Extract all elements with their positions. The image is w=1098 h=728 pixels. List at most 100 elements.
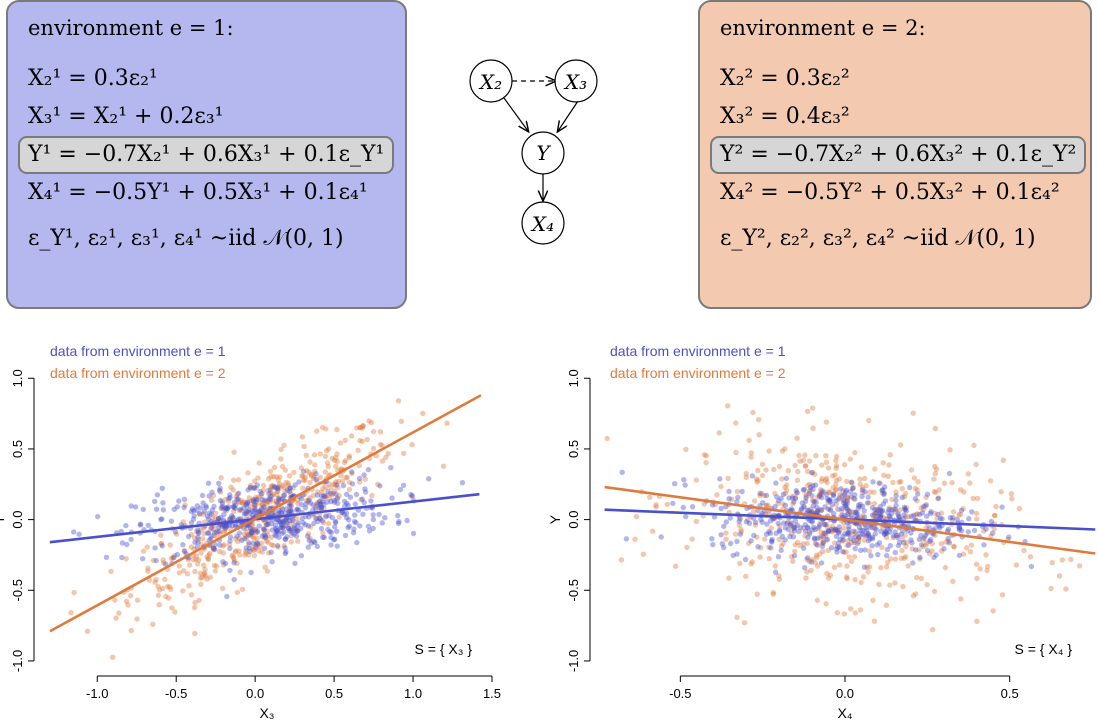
data-point-env1 xyxy=(227,516,234,522)
data-point-env2 xyxy=(755,467,761,474)
data-point-env1 xyxy=(333,518,339,525)
data-point-env2 xyxy=(278,456,284,462)
data-point-env2 xyxy=(949,480,955,486)
data-point-env2 xyxy=(883,564,890,570)
data-point-env1 xyxy=(958,528,965,534)
data-point-env2 xyxy=(237,535,243,541)
data-point-env1 xyxy=(875,551,881,558)
data-point-env1 xyxy=(243,545,250,551)
data-point-env1 xyxy=(806,490,812,497)
data-point-env1 xyxy=(847,535,854,541)
data-point-env2 xyxy=(366,418,372,424)
data-point-env1 xyxy=(966,516,972,522)
data-point-env2 xyxy=(810,425,816,431)
data-point-env2 xyxy=(220,585,226,591)
data-point-env2 xyxy=(992,512,998,519)
data-point-env1 xyxy=(856,524,862,531)
data-point-env2 xyxy=(262,499,268,506)
data-point-env1 xyxy=(843,505,849,511)
data-point-env2 xyxy=(249,522,256,529)
data-point-env1 xyxy=(285,525,292,531)
data-point-env1 xyxy=(224,593,230,600)
data-point-env1 xyxy=(926,525,932,531)
data-point-env1 xyxy=(822,530,828,536)
data-point-env2 xyxy=(913,591,919,597)
data-point-env1 xyxy=(277,525,284,531)
data-point-env2 xyxy=(174,531,180,537)
data-point-env1 xyxy=(334,528,340,534)
data-point-env1 xyxy=(252,506,258,512)
data-point-env2 xyxy=(251,504,258,511)
data-point-env1 xyxy=(919,510,926,516)
data-point-env2 xyxy=(162,576,168,582)
data-point-env1 xyxy=(836,496,842,502)
data-point-env2 xyxy=(797,542,803,549)
data-point-env2 xyxy=(820,548,826,554)
data-point-env2 xyxy=(840,538,846,544)
data-point-env2 xyxy=(235,538,241,545)
data-point-env1 xyxy=(709,536,715,542)
data-point-env2 xyxy=(977,566,983,572)
data-point-env1 xyxy=(195,539,201,545)
data-point-env1 xyxy=(927,510,934,517)
data-point-env2 xyxy=(916,547,922,553)
data-point-env2 xyxy=(768,525,774,531)
data-point-env1 xyxy=(95,513,101,520)
data-point-env1 xyxy=(882,529,888,535)
data-point-env1 xyxy=(325,488,331,495)
data-point-env1 xyxy=(137,521,144,527)
data-point-env2 xyxy=(857,476,863,482)
x-tick-label: -0.5 xyxy=(165,686,187,701)
data-point-env1 xyxy=(250,512,256,518)
data-point-env2 xyxy=(738,529,744,535)
data-point-env1 xyxy=(935,495,942,501)
data-point-env2 xyxy=(264,522,270,528)
data-point-env2 xyxy=(860,574,867,580)
data-point-env1 xyxy=(281,492,288,498)
data-point-env1 xyxy=(365,523,372,530)
data-point-env2 xyxy=(809,497,816,504)
data-point-env1 xyxy=(271,484,277,490)
data-point-env2 xyxy=(219,498,225,504)
data-point-env1 xyxy=(256,523,262,529)
data-point-env2 xyxy=(807,481,813,488)
data-point-env2 xyxy=(185,556,191,563)
data-point-env1 xyxy=(356,475,363,482)
data-point-env1 xyxy=(1028,563,1035,570)
data-point-env2 xyxy=(331,481,337,487)
data-point-env1 xyxy=(791,525,797,531)
data-point-env1 xyxy=(191,507,197,514)
data-point-env1 xyxy=(245,487,251,493)
data-point-env1 xyxy=(216,528,223,535)
data-point-env2 xyxy=(821,489,827,495)
data-point-env2 xyxy=(830,473,836,479)
data-point-env2 xyxy=(945,538,952,544)
data-point-env2 xyxy=(933,489,939,496)
data-point-env1 xyxy=(195,534,201,541)
data-point-env1 xyxy=(334,495,341,501)
data-point-env1 xyxy=(848,494,854,500)
data-point-env1 xyxy=(204,513,211,519)
data-point-env1 xyxy=(345,524,351,531)
data-point-env2 xyxy=(312,468,318,474)
data-point-env1 xyxy=(881,491,887,497)
data-point-env1 xyxy=(225,505,231,512)
data-point-env1 xyxy=(232,521,239,528)
y-tick-label: 1.0 xyxy=(10,369,25,387)
data-point-env2 xyxy=(153,576,159,583)
data-point-env2 xyxy=(823,477,829,483)
data-point-env2 xyxy=(213,533,220,540)
data-point-env2 xyxy=(334,451,340,457)
data-point-env1 xyxy=(267,496,273,502)
data-point-env2 xyxy=(255,475,261,481)
data-point-env2 xyxy=(265,532,271,539)
data-point-env1 xyxy=(278,510,285,516)
data-point-env2 xyxy=(314,500,320,506)
data-point-env2 xyxy=(800,525,807,531)
data-point-env1 xyxy=(850,485,856,492)
data-point-env2 xyxy=(299,473,305,479)
data-point-env2 xyxy=(213,563,220,569)
data-point-env2 xyxy=(833,481,839,488)
data-point-env2 xyxy=(269,484,275,490)
data-point-env1 xyxy=(785,526,792,532)
